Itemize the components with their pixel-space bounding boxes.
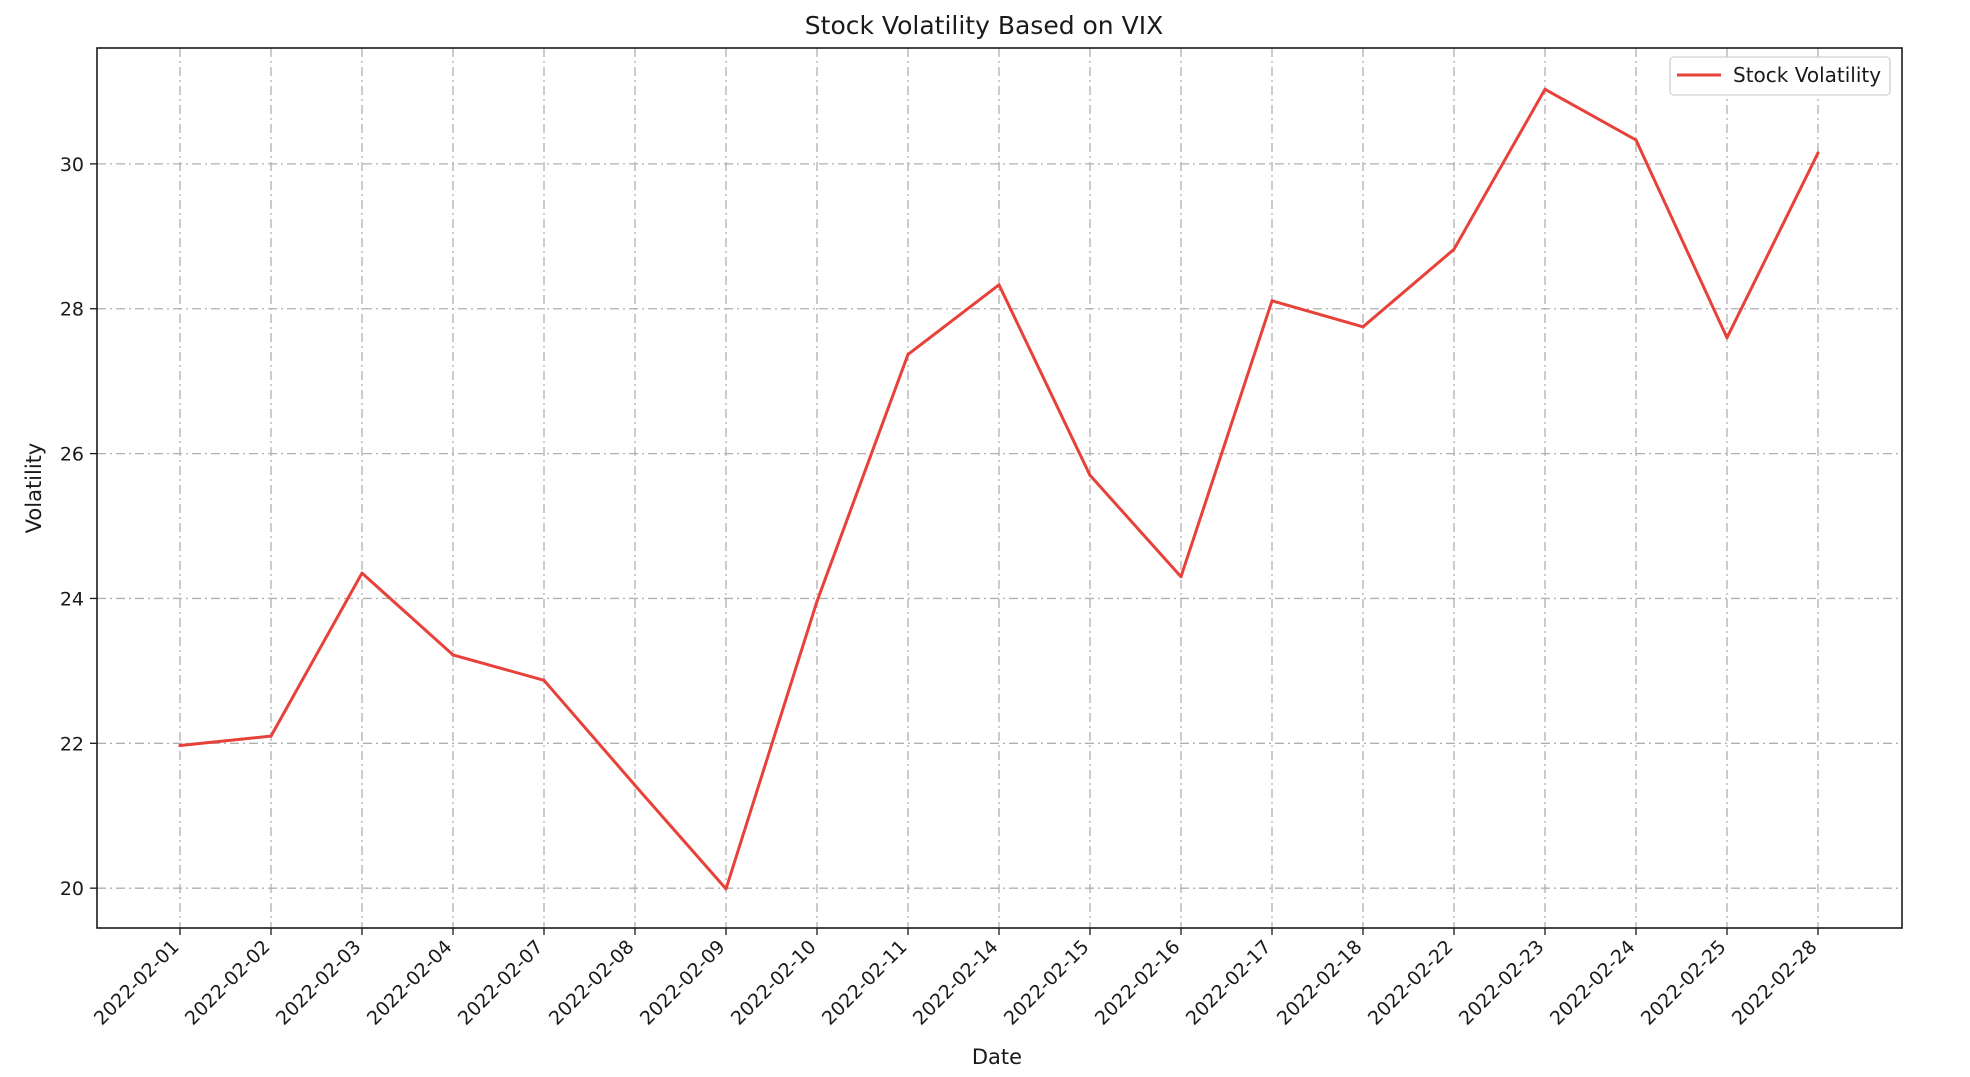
x-tick-label: 2022-02-23 <box>1455 936 1549 1030</box>
data-point <box>1816 151 1820 155</box>
y-tick-label: 30 <box>60 154 84 176</box>
x-tick-label: 2022-02-08 <box>545 936 639 1030</box>
data-point <box>997 283 1001 287</box>
data-point <box>451 653 455 657</box>
data-point <box>815 599 819 603</box>
chart-title: Stock Volatility Based on VIX <box>805 11 1163 40</box>
x-tick-label: 2022-02-15 <box>1000 936 1094 1030</box>
x-tick-label: 2022-02-10 <box>727 936 821 1030</box>
plot-area-frame <box>96 47 1903 929</box>
grid <box>97 48 1902 928</box>
data-point <box>269 734 273 738</box>
data-point <box>633 783 637 787</box>
x-tick-label: 2022-02-16 <box>1091 936 1185 1030</box>
x-tick-label: 2022-02-07 <box>454 936 548 1030</box>
data-point <box>178 743 182 747</box>
y-tick-label: 22 <box>60 733 84 755</box>
data-point <box>1452 247 1456 251</box>
data-point <box>1725 336 1729 340</box>
y-tick-label: 28 <box>60 299 84 321</box>
x-tick-label: 2022-02-04 <box>363 936 457 1030</box>
legend-label-stock-volatility: Stock Volatility <box>1733 63 1881 87</box>
x-tick-label: 2022-02-22 <box>1364 936 1458 1030</box>
data-point <box>1361 325 1365 329</box>
data-point <box>1179 575 1183 579</box>
x-tick-label: 2022-02-01 <box>90 936 184 1030</box>
y-tick-label: 20 <box>60 878 84 900</box>
x-tick-label: 2022-02-24 <box>1546 936 1640 1030</box>
legend: Stock Volatility <box>1669 56 1891 96</box>
x-tick-label: 2022-02-14 <box>909 936 1003 1030</box>
legend-box <box>1669 56 1891 96</box>
x-tick-label: 2022-02-25 <box>1637 936 1731 1030</box>
y-axis-label: Volatility <box>22 443 46 534</box>
data-point <box>1088 473 1092 477</box>
data-point <box>906 352 910 356</box>
x-tick-label: 2022-02-17 <box>1182 936 1276 1030</box>
data-point <box>1634 138 1638 142</box>
x-tick-label: 2022-02-09 <box>636 936 730 1030</box>
x-tick-label: 2022-02-11 <box>818 936 912 1030</box>
x-tick-label: 2022-02-03 <box>272 936 366 1030</box>
y-tick-label: 24 <box>60 588 84 610</box>
x-axis-label: Date <box>972 1045 1022 1069</box>
y-tick-label: 26 <box>60 444 84 466</box>
series-layer <box>178 87 1820 891</box>
x-tick-label: 2022-02-02 <box>181 936 275 1030</box>
data-point <box>1270 299 1274 303</box>
x-tick-label: 2022-02-28 <box>1728 936 1822 1030</box>
data-point <box>1543 87 1547 91</box>
x-tick-label: 2022-02-18 <box>1273 936 1367 1030</box>
data-point <box>724 887 728 891</box>
data-point <box>542 678 546 682</box>
axis-ticks: 2022-02-012022-02-022022-02-032022-02-04… <box>60 154 1822 1030</box>
data-point <box>360 571 364 575</box>
